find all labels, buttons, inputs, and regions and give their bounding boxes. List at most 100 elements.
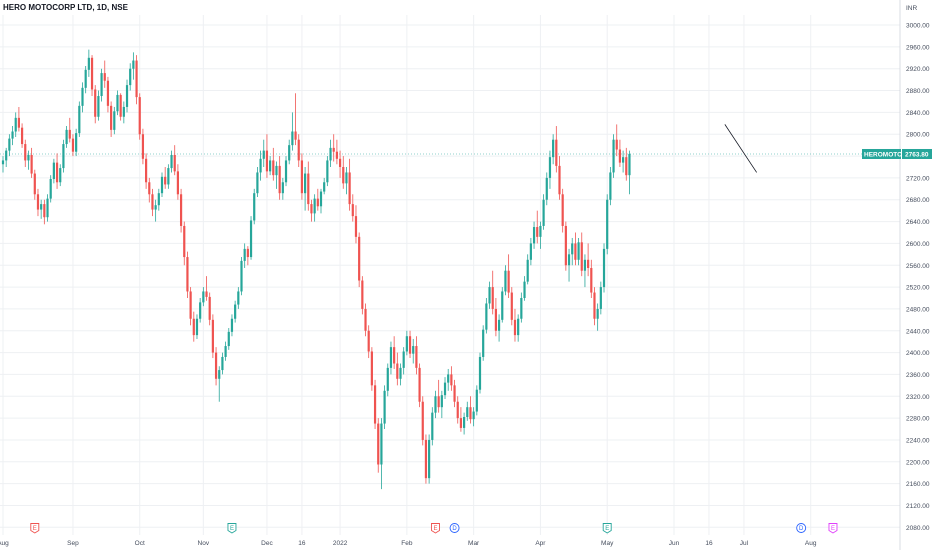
candle[interactable] — [599, 281, 602, 315]
drawn-trendline[interactable] — [724, 124, 757, 173]
candle[interactable] — [497, 314, 501, 342]
candle[interactable] — [323, 177, 326, 195]
candle[interactable] — [17, 106, 20, 132]
candle[interactable] — [304, 166, 307, 211]
candle[interactable] — [313, 194, 316, 222]
candle[interactable] — [377, 418, 380, 473]
candle[interactable] — [119, 93, 122, 121]
candle[interactable] — [618, 139, 622, 167]
candle[interactable] — [532, 221, 536, 249]
candle[interactable] — [234, 300, 237, 323]
candle[interactable] — [8, 134, 11, 157]
candle[interactable] — [154, 199, 157, 222]
candle[interactable] — [463, 412, 466, 435]
candle[interactable] — [577, 237, 580, 266]
candle[interactable] — [475, 385, 478, 416]
candle[interactable] — [59, 164, 62, 187]
candle[interactable] — [40, 199, 43, 219]
candle[interactable] — [49, 175, 52, 203]
candle[interactable] — [415, 336, 418, 375]
candle[interactable] — [300, 153, 304, 200]
candle[interactable] — [71, 134, 75, 157]
candle[interactable] — [253, 188, 256, 225]
candle[interactable] — [501, 287, 504, 323]
candle[interactable] — [437, 379, 440, 413]
candle[interactable] — [510, 287, 513, 326]
candle[interactable] — [561, 188, 564, 233]
candle[interactable] — [186, 251, 189, 299]
candle[interactable] — [389, 341, 393, 375]
candle[interactable] — [523, 276, 526, 301]
candle[interactable] — [167, 164, 170, 189]
candle[interactable] — [431, 407, 434, 446]
candle[interactable] — [151, 188, 154, 217]
earnings-marker[interactable]: E — [602, 523, 612, 534]
candle[interactable] — [472, 407, 475, 427]
candle[interactable] — [358, 232, 361, 288]
candle[interactable] — [68, 117, 71, 143]
candle[interactable] — [370, 347, 373, 391]
candle[interactable] — [482, 325, 485, 361]
candle[interactable] — [513, 308, 517, 342]
candle[interactable] — [399, 363, 402, 386]
candle[interactable] — [199, 298, 202, 323]
candle[interactable] — [262, 139, 265, 167]
candle[interactable] — [367, 325, 370, 359]
candle[interactable] — [552, 134, 555, 165]
price-axis[interactable]: 2080.00 2120.00 2160.00 2200.00 2240.00 2280.… — [906, 23, 930, 532]
candle[interactable] — [24, 139, 27, 167]
candle[interactable] — [329, 139, 332, 167]
candle[interactable] — [291, 112, 294, 151]
candle[interactable] — [138, 93, 141, 140]
candle[interactable] — [43, 199, 46, 225]
candle[interactable] — [246, 246, 249, 266]
candle[interactable] — [243, 243, 246, 268]
candle[interactable] — [567, 248, 571, 282]
candle[interactable] — [211, 314, 214, 359]
candle[interactable] — [27, 150, 30, 170]
candle[interactable] — [342, 156, 345, 189]
candle[interactable] — [625, 147, 628, 181]
candle[interactable] — [485, 298, 488, 334]
candle[interactable] — [170, 150, 173, 173]
candle[interactable] — [278, 156, 281, 200]
candle[interactable] — [65, 126, 68, 148]
candle[interactable] — [221, 352, 224, 375]
candle[interactable] — [179, 188, 183, 233]
candle[interactable] — [583, 254, 587, 288]
candle[interactable] — [590, 259, 593, 299]
candle[interactable] — [469, 396, 472, 424]
candle[interactable] — [288, 139, 291, 165]
candle[interactable] — [386, 363, 389, 397]
candle[interactable] — [345, 166, 348, 195]
candle[interactable] — [113, 106, 116, 135]
candle[interactable] — [459, 407, 463, 432]
candle[interactable] — [294, 93, 297, 146]
candle[interactable] — [103, 60, 106, 88]
candle[interactable] — [84, 65, 87, 94]
candle[interactable] — [176, 164, 179, 200]
candle[interactable] — [571, 237, 574, 266]
candle[interactable] — [284, 156, 288, 187]
candle[interactable] — [443, 377, 447, 399]
candle[interactable] — [249, 216, 253, 260]
candle[interactable] — [33, 169, 36, 200]
candle[interactable] — [319, 188, 323, 214]
candle[interactable] — [373, 379, 377, 430]
candle[interactable] — [148, 177, 151, 203]
candle[interactable] — [587, 243, 590, 277]
candle[interactable] — [491, 270, 494, 315]
candle[interactable] — [380, 418, 383, 490]
candle[interactable] — [52, 158, 55, 184]
candle[interactable] — [11, 126, 14, 146]
candle[interactable] — [90, 55, 94, 97]
candle[interactable] — [272, 147, 275, 181]
candle[interactable] — [526, 254, 529, 285]
candle[interactable] — [125, 79, 129, 113]
candle[interactable] — [564, 221, 567, 271]
candle[interactable] — [145, 153, 148, 189]
candle[interactable] — [141, 128, 145, 165]
candle[interactable] — [14, 112, 17, 137]
candle[interactable] — [30, 147, 33, 178]
candle[interactable] — [5, 147, 8, 167]
